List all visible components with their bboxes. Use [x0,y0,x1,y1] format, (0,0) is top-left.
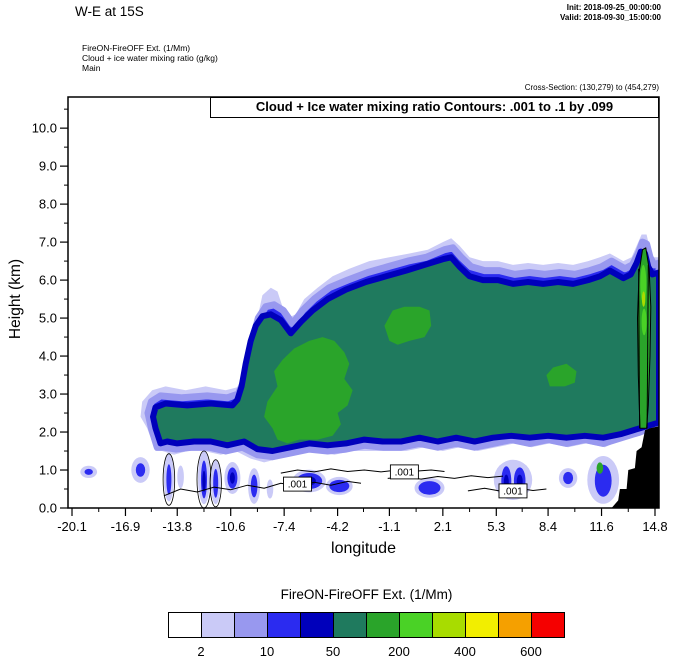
colorbar-cell [234,612,268,638]
x-tick-label: 8.4 [539,519,557,534]
y-tick-label: 3.0 [39,387,57,402]
colorbar-cell [432,612,466,638]
x-tick-label: -10.6 [216,519,246,534]
x-tick-label: -4.2 [326,519,348,534]
x-tick-label: 2.1 [434,519,452,534]
contour-blob [229,472,235,484]
contour-blob [135,463,146,477]
y-tick-label: 9.0 [39,159,57,174]
filled-contour-ext-100-a [264,337,353,444]
y-tick-label: 7.0 [39,235,57,250]
filled-contour-ext-100-b [384,306,432,345]
colorbar-cell [465,612,499,638]
colorbar-title: FireON-FireOFF Ext. (1/Mm) [280,587,453,602]
colorbar-tick-label: 50 [325,644,341,659]
contour-label-box [389,464,419,480]
contour-blob [162,453,176,506]
contour-blob [596,462,604,474]
contour-label-box [283,476,312,492]
colorbar-cell [399,612,433,638]
filled-contour-ext-50 [150,248,659,454]
experiment-label: FireON-FireOFF Ext. (1/Mm) [82,43,191,53]
contour-blob [640,264,647,303]
x-tick-label: -16.9 [111,519,141,534]
height-axis-label: Height (km) [7,258,24,340]
colorbar-cell [366,612,400,638]
cross-section-label: Cross-Section: (130,279) to (454,279) [524,83,659,92]
x-tick-label: 5.3 [487,519,505,534]
colorbar [168,612,568,638]
terrain [611,426,659,508]
colorbar-cell [267,612,301,638]
contour-blob [641,308,647,336]
colorbar-cell [531,612,565,638]
y-tick-label: 6.0 [39,273,57,288]
valid-time-label: Valid: 2018-09-30_15:00:00 [560,13,661,22]
contour-blob [209,459,222,508]
contour-info-banner: Cloud + Ice water mixing ratio Contours:… [210,97,659,118]
colorbar-cell [168,612,202,638]
contour-blob [266,479,274,499]
y-tick-label: 1.0 [39,463,57,478]
page-title: W-E at 15S [75,4,144,19]
x-tick-label: 14.8 [642,519,667,534]
longitude-axis-label: longitude [331,540,396,557]
x-tick-label: 11.6 [589,519,613,534]
axis-ticks: -20.1 -16.9 -13.8 -10.6 -7.4 -4.2 -1.1 2.1 5.3 8.… [32,108,668,534]
y-tick-label: 2.0 [39,425,57,440]
contour-label: .001 [395,467,415,478]
x-tick-label: -13.8 [162,519,192,534]
contour-line [280,468,445,474]
contour-blob [84,468,93,475]
x-tick-label: -1.1 [378,519,400,534]
y-tick-label: 10.0 [32,121,57,136]
contour-line [163,480,362,497]
contour-blob [202,470,206,492]
contour-line [646,264,649,429]
colorbar-labels: 2 10 50 200 400 600 [168,644,568,662]
contour-field: .001 .001 .001 [80,234,659,508]
colorbar-cell [498,612,532,638]
contour-blob [329,479,350,493]
field-label: Cloud + ice water mixing ratio (g/kg) [82,53,218,63]
y-tick-label: 0.0 [39,501,57,516]
colorbar-cell [201,612,235,638]
x-tick-label: -20.1 [57,519,87,534]
x-tick-label: -7.4 [273,519,295,534]
y-tick-label: 5.0 [39,311,57,326]
contour-label: .001 [503,486,523,497]
colorbar-tick-label: 600 [520,644,542,659]
contour-label-box [498,483,528,499]
y-tick-label: 4.0 [39,349,57,364]
contour-blob [563,471,574,485]
contour-blob [641,291,646,307]
colorbar-tick-label: 10 [259,644,275,659]
init-time-label: Init: 2018-09-25_00:00:00 [566,3,661,12]
contour-blob [213,468,219,498]
contour-blob [166,464,172,495]
contour-blob [418,481,441,495]
contour-line [638,268,641,429]
grid-label: Main [82,63,101,73]
colorbar-tick-label: 200 [388,644,410,659]
contour-label: .001 [288,480,308,491]
colorbar-tick-label: 2 [197,644,205,659]
filled-contour-ext-100-c [546,363,577,387]
y-tick-label: 8.0 [39,197,57,212]
contour-blob [177,465,184,489]
colorbar-tick-label: 400 [454,644,476,659]
colorbar-cell [300,612,334,638]
colorbar-cell [333,612,367,638]
